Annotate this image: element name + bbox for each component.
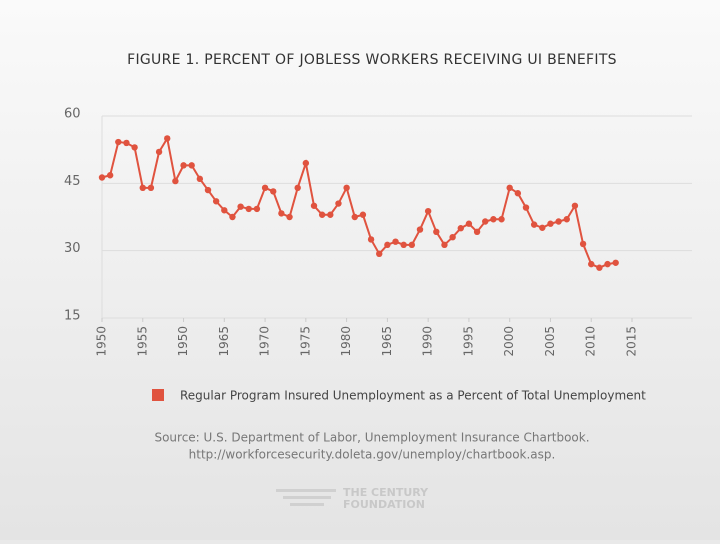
data-point <box>302 159 310 167</box>
data-point <box>441 241 448 249</box>
y-tick-label: 60 <box>64 107 81 122</box>
data-point <box>327 211 334 218</box>
data-point <box>131 144 138 151</box>
data-point <box>367 236 375 243</box>
data-point <box>498 216 505 223</box>
data-point <box>180 162 187 169</box>
data-point <box>473 228 481 236</box>
data-point <box>196 175 204 183</box>
data-point <box>392 238 399 245</box>
data-point <box>294 184 301 192</box>
source: Source: U.S. Department of Labor, Unempl… <box>154 431 589 445</box>
data-point <box>310 202 318 209</box>
data-point <box>106 172 114 179</box>
data-point <box>416 226 424 233</box>
data-point <box>351 213 358 221</box>
data-point <box>188 162 195 169</box>
data-point <box>563 216 570 223</box>
data-point <box>514 190 522 197</box>
logo-mark <box>276 489 336 506</box>
data-point <box>318 211 326 218</box>
chart-title: FIGURE 1. PERCENT OF JOBLESS WORKERS REC… <box>127 52 617 68</box>
x-tick-label: 1980 <box>339 326 353 357</box>
logo-text: FOUNDATION <box>343 498 425 511</box>
data-point <box>115 138 122 146</box>
data-point <box>400 241 407 249</box>
data-point <box>449 234 456 241</box>
data-point <box>204 186 212 194</box>
data-point <box>612 259 619 266</box>
data-point <box>155 148 163 156</box>
data-point <box>261 184 269 192</box>
data-point <box>604 260 611 268</box>
x-tick-label: 2015 <box>625 326 639 357</box>
data-point <box>123 139 130 147</box>
x-tick-label: 2005 <box>543 326 557 357</box>
data-point <box>555 218 562 225</box>
data-point <box>245 205 252 213</box>
data-point <box>98 174 106 181</box>
y-tick-label: 45 <box>64 174 81 189</box>
data-point <box>457 225 464 232</box>
data-point <box>270 188 277 195</box>
x-tick-label: 1950 <box>95 326 109 357</box>
logo-text: THE CENTURY <box>343 486 429 499</box>
data-point <box>139 184 146 192</box>
legend-label: Regular Program Insured Unemployment as … <box>180 389 646 403</box>
data-point <box>384 241 391 249</box>
data-point <box>343 184 350 192</box>
source: http://workforcesecurity.doleta.gov/unem… <box>189 448 556 462</box>
data-point <box>229 213 236 221</box>
data-point <box>530 221 538 228</box>
data-point <box>547 220 554 227</box>
data-point <box>506 184 513 192</box>
data-point <box>522 204 530 211</box>
data-point <box>539 224 546 231</box>
data-point <box>408 241 416 249</box>
x-tick-label: 1970 <box>258 326 272 357</box>
x-tick-label: 2010 <box>584 326 598 357</box>
legend-swatch <box>152 389 164 401</box>
data-point <box>465 220 473 227</box>
data-point <box>335 200 342 207</box>
data-point <box>490 216 497 223</box>
data-line <box>101 135 616 269</box>
data-point <box>588 260 595 268</box>
data-point <box>424 207 432 215</box>
x-tick-label: 1955 <box>135 326 149 357</box>
data-point <box>278 210 285 217</box>
x-tick-label: 1990 <box>421 326 435 357</box>
data-point <box>579 240 587 248</box>
y-tick-label: 30 <box>64 241 81 256</box>
data-point <box>359 211 367 218</box>
data-point <box>147 184 155 192</box>
data-point <box>596 264 603 271</box>
y-tick-label: 15 <box>64 309 81 324</box>
data-point <box>221 207 228 214</box>
x-tick-label: 1950 <box>176 326 190 357</box>
x-tick-label: 1965 <box>217 326 231 357</box>
data-point <box>237 203 244 210</box>
data-point <box>482 218 489 225</box>
x-tick-label: 1965 <box>380 326 394 357</box>
x-tick-label: 1995 <box>461 326 475 357</box>
data-point <box>571 202 579 209</box>
data-point <box>433 228 440 236</box>
data-point <box>164 135 171 142</box>
data-point <box>212 198 220 205</box>
x-tick-label: 2000 <box>502 326 516 357</box>
data-point <box>286 213 293 221</box>
x-tick-label: 1975 <box>298 326 312 357</box>
data-point <box>172 177 179 185</box>
data-point <box>376 250 383 258</box>
data-point <box>253 205 261 213</box>
